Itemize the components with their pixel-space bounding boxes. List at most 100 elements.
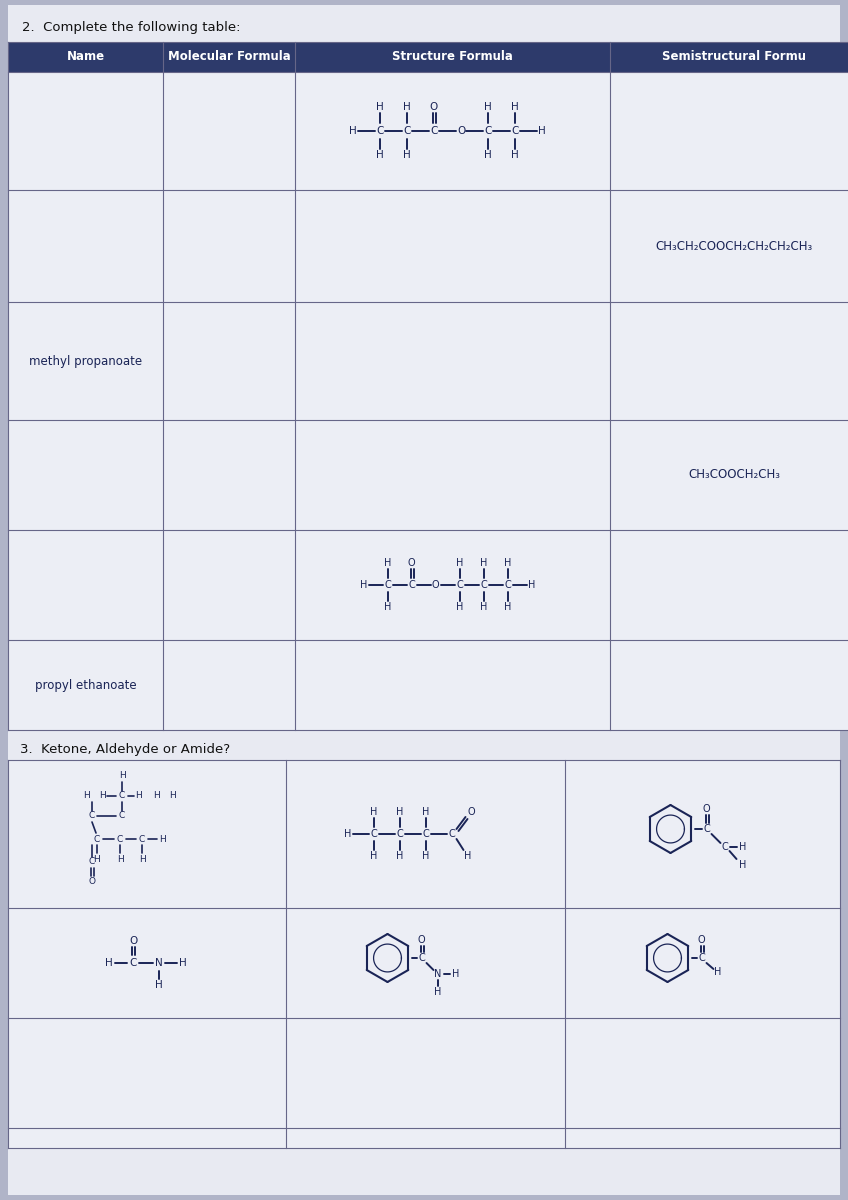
Text: O: O <box>430 102 438 112</box>
Text: H: H <box>370 851 377 862</box>
Text: H: H <box>480 602 488 612</box>
Text: H: H <box>377 102 384 112</box>
Bar <box>8 190 848 302</box>
Text: O: O <box>703 804 711 814</box>
Text: 3.  Ketone, Aldehyde or Amide?: 3. Ketone, Aldehyde or Amide? <box>20 744 230 756</box>
Text: Semistructural Formu: Semistructural Formu <box>662 50 806 64</box>
Text: C: C <box>404 126 410 136</box>
Bar <box>8 302 848 420</box>
Text: CH₃COOCH₂CH₃: CH₃COOCH₂CH₃ <box>688 468 780 481</box>
Text: C: C <box>484 126 492 136</box>
Text: H: H <box>93 854 100 864</box>
Bar <box>565 1018 840 1128</box>
Text: H: H <box>384 602 391 612</box>
Text: CH₃CH₂COOCH₂CH₂CH₂CH₃: CH₃CH₂COOCH₂CH₂CH₂CH₃ <box>656 240 812 252</box>
Text: C: C <box>119 792 126 800</box>
Text: H: H <box>360 580 367 590</box>
Text: C: C <box>418 953 425 962</box>
Text: H: H <box>739 860 746 870</box>
Text: O: O <box>408 558 416 568</box>
Text: H: H <box>155 980 163 990</box>
Text: O: O <box>698 935 706 946</box>
Text: C: C <box>408 580 415 590</box>
Text: H: H <box>159 834 166 844</box>
Text: O: O <box>129 936 137 946</box>
Text: C: C <box>396 829 403 839</box>
Text: H: H <box>136 792 142 800</box>
Bar <box>8 42 848 72</box>
Text: C: C <box>698 953 705 962</box>
Text: C: C <box>703 824 710 834</box>
Bar <box>8 420 848 530</box>
Text: C: C <box>430 126 438 136</box>
Text: C: C <box>370 829 377 839</box>
Text: H: H <box>396 851 403 862</box>
Bar <box>8 530 848 640</box>
Text: 2.  Complete the following table:: 2. Complete the following table: <box>22 22 241 35</box>
Text: C: C <box>129 958 137 968</box>
Text: H: H <box>456 558 463 568</box>
Text: C: C <box>504 580 510 590</box>
Text: C: C <box>422 829 429 839</box>
Text: H: H <box>384 558 391 568</box>
Text: C: C <box>448 829 455 839</box>
Text: H: H <box>117 854 123 864</box>
Text: C: C <box>377 126 383 136</box>
Text: H: H <box>484 102 492 112</box>
Text: C: C <box>94 834 100 844</box>
Text: H: H <box>511 102 519 112</box>
Text: C: C <box>480 580 487 590</box>
Text: H: H <box>343 829 351 839</box>
Text: H: H <box>739 842 746 852</box>
Text: H: H <box>714 967 721 977</box>
Text: O: O <box>88 877 96 887</box>
Text: H: H <box>396 806 403 817</box>
Text: H: H <box>456 602 463 612</box>
Text: H: H <box>119 772 126 780</box>
Text: H: H <box>403 150 411 160</box>
Text: H: H <box>480 558 488 568</box>
Text: H: H <box>527 580 535 590</box>
Bar <box>286 760 565 908</box>
Text: C: C <box>89 811 95 821</box>
Text: Structure Formula: Structure Formula <box>392 50 513 64</box>
Bar <box>286 1128 565 1148</box>
Text: H: H <box>99 792 106 800</box>
Bar <box>8 1128 286 1148</box>
Text: N: N <box>434 970 441 979</box>
Text: H: H <box>504 602 511 612</box>
Text: H: H <box>169 792 176 800</box>
Bar <box>565 908 840 1018</box>
Text: C: C <box>384 580 391 590</box>
Text: H: H <box>464 851 471 862</box>
Text: O: O <box>432 580 439 590</box>
Text: H: H <box>484 150 492 160</box>
Text: H: H <box>421 806 429 817</box>
Bar <box>565 1128 840 1148</box>
Text: H: H <box>179 958 187 968</box>
Text: Molecular Formula: Molecular Formula <box>168 50 290 64</box>
Text: H: H <box>153 792 160 800</box>
Bar <box>565 760 840 908</box>
Text: C: C <box>721 842 728 852</box>
Text: H: H <box>538 126 546 136</box>
Text: N: N <box>155 958 163 968</box>
Text: O: O <box>468 806 476 817</box>
Text: methyl propanoate: methyl propanoate <box>29 354 142 367</box>
Text: H: H <box>370 806 377 817</box>
Text: propyl ethanoate: propyl ethanoate <box>35 678 137 691</box>
Bar <box>8 908 286 1018</box>
Text: C: C <box>139 834 145 844</box>
Text: H: H <box>138 854 145 864</box>
Text: O: O <box>457 126 465 136</box>
Text: H: H <box>434 986 441 997</box>
Text: C: C <box>119 811 126 821</box>
Bar <box>8 1018 286 1128</box>
Text: H: H <box>421 851 429 862</box>
Text: Name: Name <box>66 50 104 64</box>
Bar <box>8 760 286 908</box>
Text: C: C <box>456 580 463 590</box>
Text: H: H <box>511 150 519 160</box>
Text: H: H <box>84 792 91 800</box>
Text: H: H <box>105 958 113 968</box>
